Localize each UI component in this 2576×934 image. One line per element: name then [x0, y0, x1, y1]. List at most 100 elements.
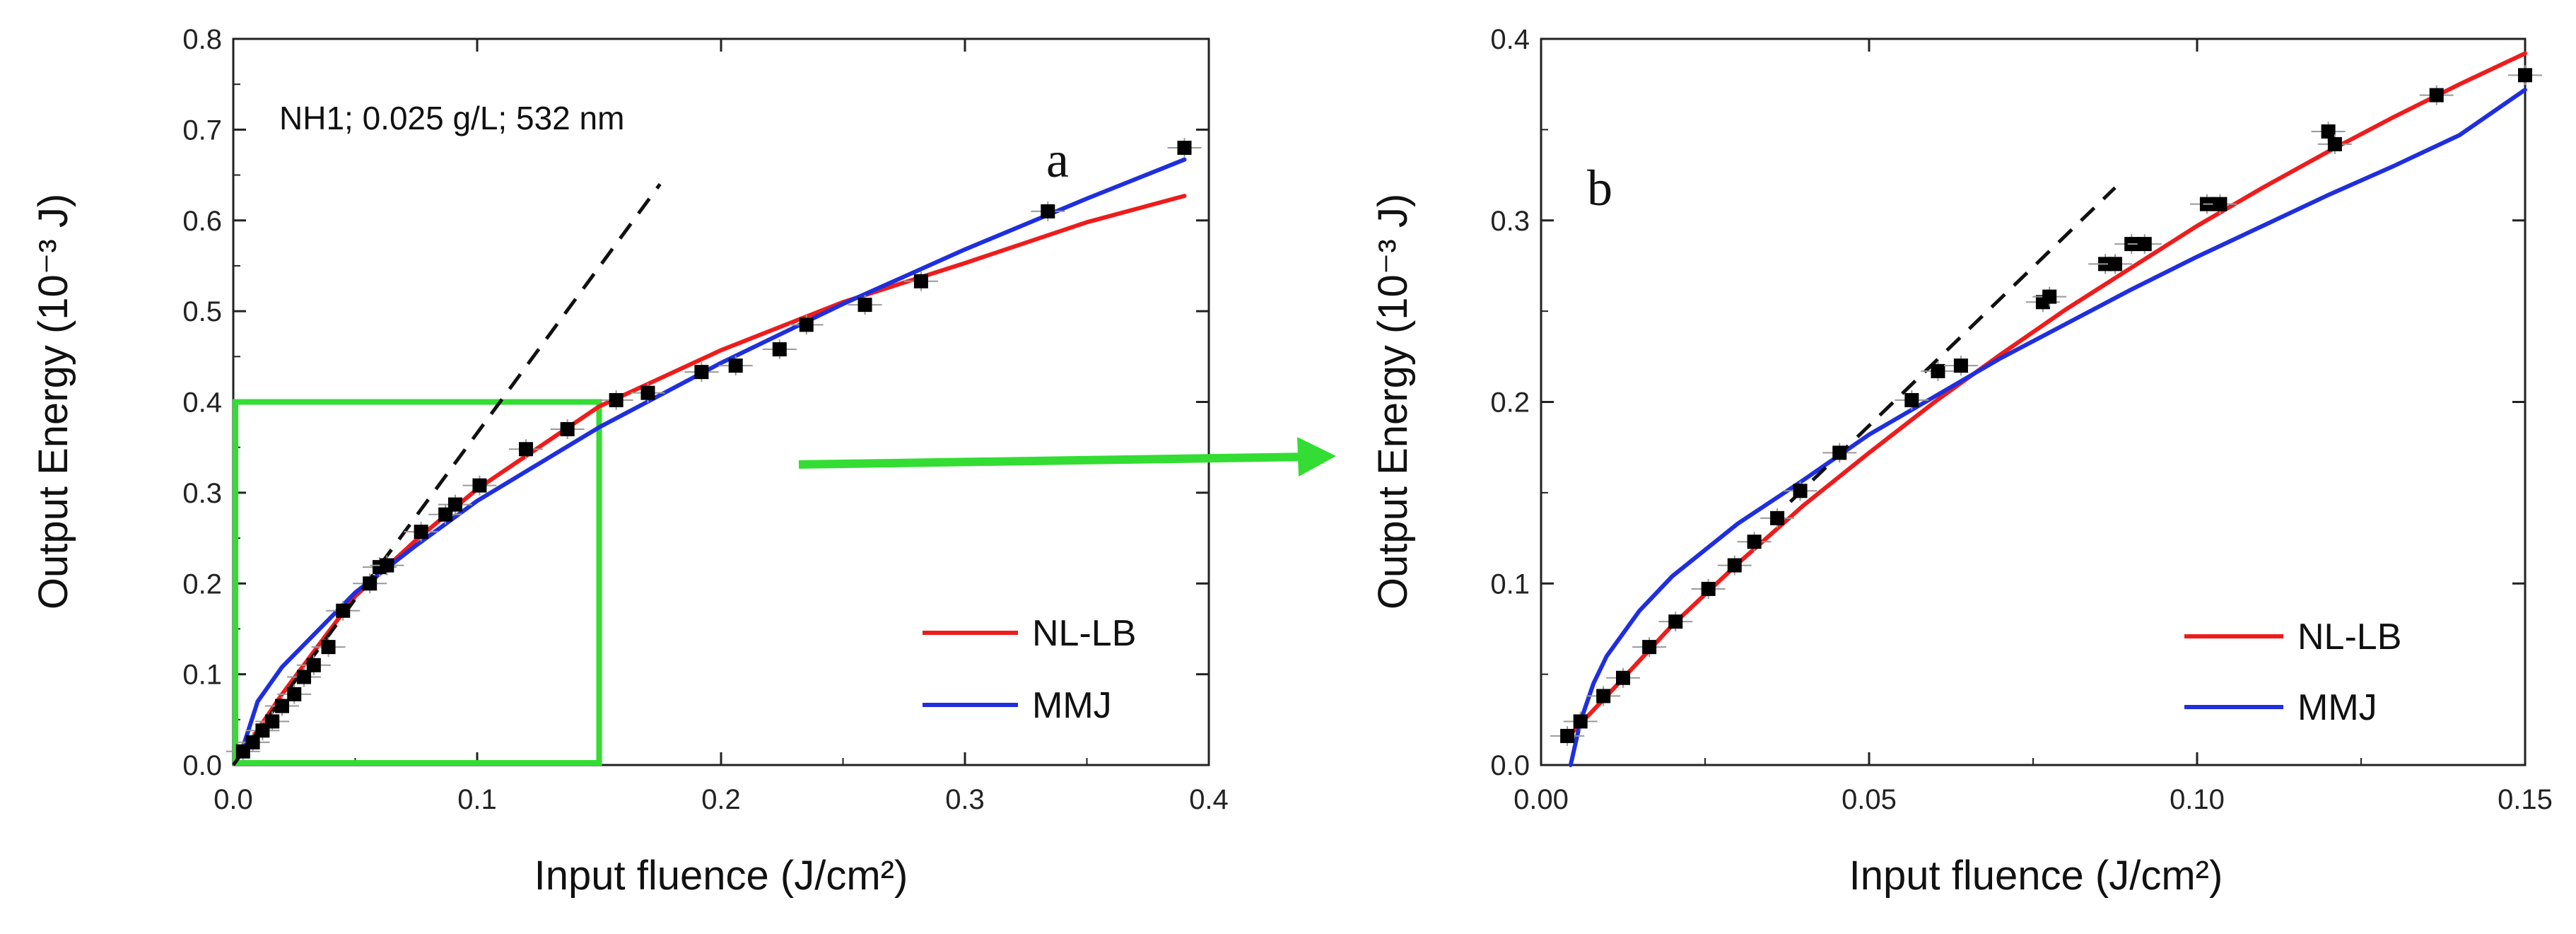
panel-b-legend-label-mmj: MMJ	[2297, 687, 2377, 728]
panel-a-data-point	[609, 392, 623, 407]
panel-b-data-point	[2429, 88, 2444, 103]
panel-a-data-point	[772, 342, 787, 357]
panel-b-data-point	[1616, 670, 1630, 685]
panel-b-data-point	[1701, 581, 1716, 596]
panel-b-data-point	[1727, 558, 1742, 573]
panel-b-x-tick-label: 0.00	[1514, 784, 1569, 815]
panel-b-x-tick-label: 0.05	[1842, 784, 1897, 815]
panel-b-data-point	[2321, 124, 2336, 139]
panel-b-data-point	[1596, 689, 1611, 704]
panel-a-data-point	[913, 274, 928, 288]
panel-a-legend: NL-LB MMJ	[923, 613, 1136, 726]
panel-a-x-tick-label: 0.1	[457, 784, 497, 815]
panel-b-data-point	[1793, 484, 1808, 498]
panel-a-series	[226, 138, 1202, 766]
panel-b-data-point	[1832, 445, 1847, 460]
panel-a-y-tick-label: 0.0	[182, 750, 222, 781]
panel-a-x-tick-label: 0.3	[945, 784, 985, 815]
panel-b-series	[1550, 51, 2542, 767]
panel-b-x-axis-title: Input fluence (J/cm²)	[1849, 853, 2223, 899]
panel-b-data-point	[2108, 257, 2122, 272]
panel-b: 0.00 0.05 0.10 0.15 0.0 0.1 0.2 0.3 0.4 Input f…	[1370, 24, 2553, 899]
panel-a-y-tick-labels: 0.0 0.1 0.2 0.3 0.4 0.5 0.6 0.7 0.8	[182, 24, 222, 781]
panel-b-legend-label-nl-lb: NL-LB	[2297, 617, 2401, 658]
panel-b-data-points	[1550, 65, 2542, 746]
panel-b-data-point	[1573, 714, 1588, 729]
panel-a-data-point	[287, 687, 302, 701]
panel-b-y-tick-label: 0.4	[1490, 24, 1530, 55]
panel-a-y-tick-label: 0.6	[182, 206, 222, 237]
panel-a-data-point	[306, 658, 321, 672]
panel-a-data-point	[728, 358, 743, 373]
panel-a-data-point	[380, 558, 394, 573]
panel-a-data-point	[472, 478, 487, 493]
panel-a-annotation: NH1; 0.025 g/L; 532 nm	[279, 100, 624, 136]
panel-b-y-tick-label: 0.0	[1490, 750, 1530, 781]
zoom-arrow-shaft	[798, 453, 1312, 469]
panel-a-data-point	[363, 576, 377, 591]
panel-a-data-point	[694, 365, 709, 380]
panel-a-y-tick-label: 0.3	[182, 478, 222, 509]
panel-a-data-point	[640, 385, 655, 400]
panel-a-data-point	[414, 525, 428, 539]
panel-b-data-point	[1904, 392, 1919, 407]
panel-b-legend: NL-LB MMJ	[2184, 617, 2401, 728]
panel-b-x-tick-label: 0.15	[2498, 784, 2553, 815]
panel-a-letter: a	[1046, 132, 1069, 188]
panel-a-data-points	[226, 138, 1202, 761]
panel-a-data-point	[857, 298, 872, 313]
panel-a-y-tick-label: 0.8	[182, 24, 222, 55]
panel-a-series-nl-lb-line	[240, 194, 1187, 754]
panel-b-y-tick-label: 0.2	[1490, 387, 1530, 419]
zoom-arrow-head	[1297, 437, 1336, 477]
panel-a-data-point	[519, 442, 533, 457]
panel-b-y-tick-label: 0.3	[1490, 206, 1530, 237]
panel-b-data-point	[1770, 510, 1785, 525]
panel-a-data-point	[1177, 141, 1192, 156]
panel-b-data-point	[1953, 358, 1968, 373]
panel-b-data-point	[2213, 197, 2227, 211]
panel-a-x-tick-label: 0.4	[1189, 784, 1229, 815]
panel-b-y-tick-label: 0.1	[1490, 568, 1530, 600]
panel-b-data-point	[2327, 136, 2342, 151]
panel-a-y-tick-label: 0.7	[182, 115, 222, 146]
panel-a-y-axis-title: Output Energy (10⁻³ J)	[30, 194, 76, 609]
zoom-box-rect	[233, 399, 602, 766]
panel-a-data-point	[321, 640, 336, 655]
panel-b-series-mmj-line	[1568, 87, 2527, 767]
panel-a-zoom-box	[233, 399, 602, 766]
panel-b-x-tick-labels: 0.00 0.05 0.10 0.15	[1514, 784, 2553, 815]
panel-a-data-point	[1041, 204, 1055, 218]
panel-a-legend-label-mmj: MMJ	[1032, 685, 1112, 726]
panel-b-data-point	[1931, 363, 1945, 378]
panel-b-data-point	[1642, 640, 1657, 655]
panel-b-ticks	[1540, 37, 2527, 766]
panel-a-legend-label-nl-lb: NL-LB	[1032, 613, 1136, 654]
panel-a-data-point	[799, 317, 814, 332]
panel-a-data-point	[275, 699, 289, 713]
panel-a-data-point	[245, 735, 260, 749]
panel-a-y-tick-label: 0.4	[182, 387, 222, 419]
panel-a-data-point	[560, 422, 575, 437]
panel-a-x-tick-labels: 0.0 0.1 0.2 0.3 0.4	[213, 784, 1229, 815]
panel-a-data-point	[336, 603, 351, 618]
panel-b-data-point	[1560, 728, 1575, 743]
panel-b-x-tick-label: 0.10	[2170, 784, 2225, 815]
panel-a: 0.0 0.1 0.2 0.3 0.4 0.0 0.1 0.2 0.3 0.4 0.5 0.6 0.7…	[30, 24, 1229, 899]
panel-a-x-axis-title: Input fluence (J/cm²)	[534, 853, 908, 899]
panel-a-series-mmj-line	[240, 157, 1187, 749]
panel-a-y-tick-label: 0.5	[182, 296, 222, 327]
panel-a-x-tick-label: 0.0	[213, 784, 253, 815]
panel-a-y-tick-label: 0.2	[182, 568, 222, 600]
zoom-arrow	[798, 437, 1336, 477]
panel-b-data-point	[2137, 237, 2152, 252]
panel-b-data-point	[2042, 289, 2057, 304]
panel-a-y-tick-label: 0.1	[182, 660, 222, 691]
panel-b-data-point	[2518, 68, 2532, 83]
panel-a-data-point	[297, 670, 312, 684]
panel-a-data-point	[447, 497, 462, 512]
panel-a-x-tick-label: 0.2	[701, 784, 741, 815]
panel-b-letter: b	[1587, 160, 1612, 216]
panel-b-y-tick-labels: 0.0 0.1 0.2 0.3 0.4	[1490, 24, 1530, 781]
